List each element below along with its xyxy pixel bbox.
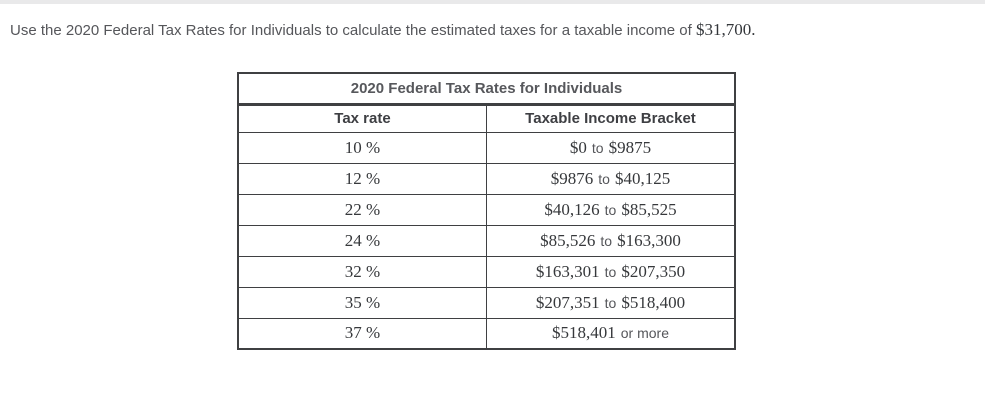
tax-rates-table: 2020 Federal Tax Rates for Individuals T… [237, 72, 736, 350]
bracket-cell: $40,126 to $85,525 [486, 193, 736, 226]
bracket-cell: $518,401 or more [486, 317, 736, 350]
bracket-cell: $85,526 to $163,300 [486, 224, 736, 257]
rate-cell: 10 % [237, 131, 487, 164]
instruction-text: Use the 2020 Federal Tax Rates for Indiv… [10, 22, 692, 39]
table-row: 22 % $40,126 to $85,525 [237, 193, 736, 226]
bracket-cell: $0 to $9875 [486, 131, 736, 164]
question-instruction: Use the 2020 Federal Tax Rates for Indiv… [10, 20, 985, 40]
table-row: 12 % $9876 to $40,125 [237, 162, 736, 195]
bracket-cell: $9876 to $40,125 [486, 162, 736, 195]
rate-cell: 12 % [237, 162, 487, 195]
column-header-income-bracket: Taxable Income Bracket [486, 103, 736, 133]
taxable-income-amount: $31,700 [695, 20, 752, 39]
bracket-cell: $207,351 to $518,400 [486, 286, 736, 319]
table-title-row: 2020 Federal Tax Rates for Individuals [237, 72, 736, 106]
rate-cell: 32 % [237, 255, 487, 288]
rate-cell: 37 % [237, 317, 487, 350]
rate-cell: 35 % [237, 286, 487, 319]
table-header-row: Tax rate Taxable Income Bracket [237, 103, 736, 133]
tax-table-container: 2020 Federal Tax Rates for Individuals T… [237, 72, 985, 350]
table-row: 24 % $85,526 to $163,300 [237, 224, 736, 257]
column-header-tax-rate: Tax rate [237, 103, 487, 133]
rate-cell: 22 % [237, 193, 487, 226]
table-row: 35 % $207,351 to $518,400 [237, 286, 736, 319]
table-title: 2020 Federal Tax Rates for Individuals [237, 72, 736, 106]
instruction-period: . [751, 20, 756, 39]
rate-cell: 24 % [237, 224, 487, 257]
table-row: 32 % $163,301 to $207,350 [237, 255, 736, 288]
table-row: 37 % $518,401 or more [237, 317, 736, 350]
table-row: 10 % $0 to $9875 [237, 131, 736, 164]
bracket-cell: $163,301 to $207,350 [486, 255, 736, 288]
top-divider-strip [0, 0, 985, 4]
